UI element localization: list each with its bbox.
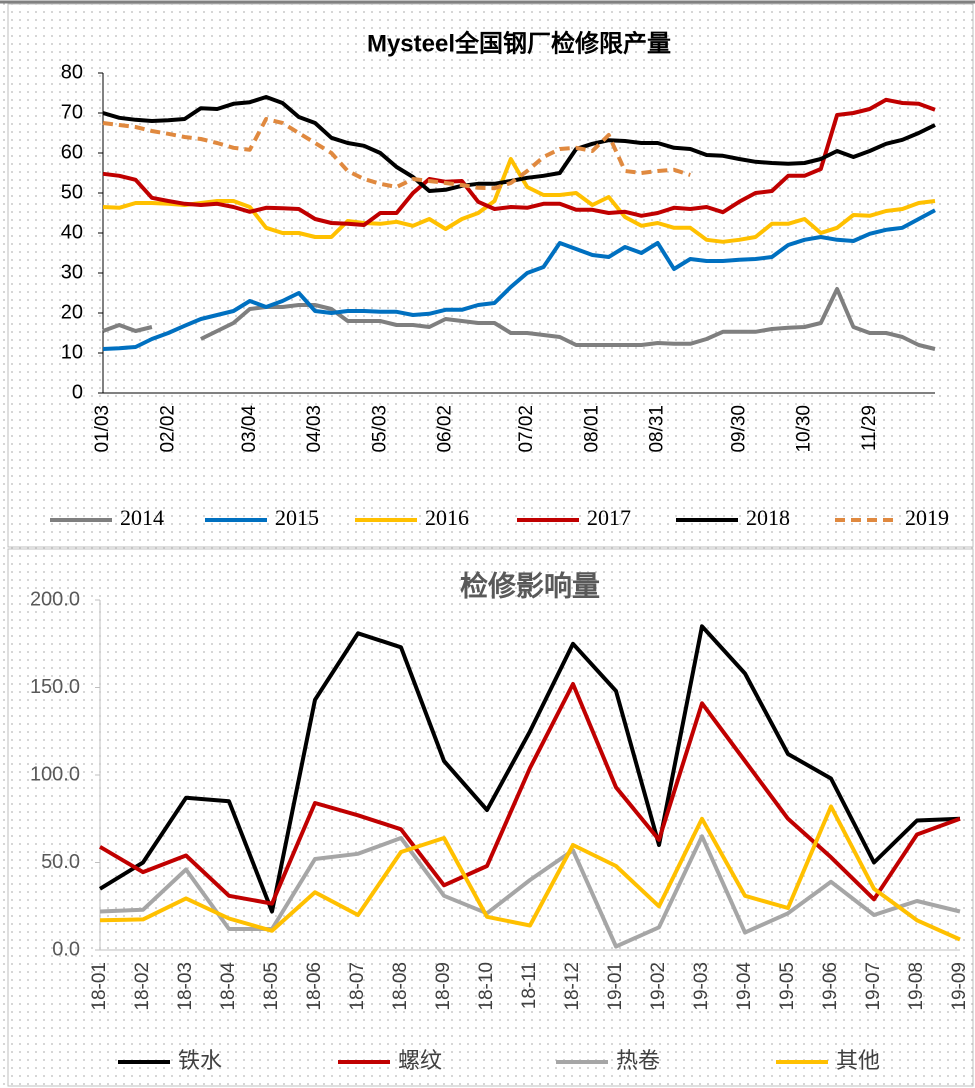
x-tick-label: 04/03 [304,405,325,453]
chart-frame [7,3,974,548]
x-tick-label: 19-04 [734,962,755,1011]
x-tick-label: 19-08 [906,962,927,1011]
y-tick-label: 30 [61,261,83,283]
x-tick-label: 18-04 [218,962,239,1011]
y-tick-label: 70 [61,101,83,123]
x-tick-label: 18-07 [347,962,368,1011]
y-tick-label: 200.0 [30,588,80,610]
y-tick-label: 0 [72,381,83,403]
legend-label: 2018 [746,505,790,530]
x-tick-label: 10/30 [794,405,815,453]
x-tick-label: 11/29 [859,405,880,451]
y-tick-label: 150.0 [30,676,80,698]
y-tick-label: 0.0 [52,938,80,960]
x-tick-label: 09/30 [728,405,749,453]
x-tick-label: 01/03 [92,405,113,453]
x-tick-label: 02/02 [157,405,178,453]
x-tick-label: 03/04 [239,405,260,453]
x-tick-label: 19-06 [820,962,841,1011]
legend-label: 铁水 [178,1048,222,1073]
y-tick-label: 50.0 [41,851,80,873]
x-tick-label: 08/31 [647,405,668,453]
series-line [102,287,936,351]
legend-label: 2017 [587,505,631,530]
series-line [102,157,936,244]
series-line [102,208,936,351]
legend-label: 热卷 [616,1048,660,1073]
x-tick-label: 18-10 [476,962,497,1011]
x-tick-label: 19-07 [863,962,884,1011]
series-line [98,624,961,914]
x-tick-label: 18-08 [390,962,411,1011]
chart-title: 检修影响量 [460,569,600,601]
x-tick-label: 18-03 [175,962,196,1011]
legend-label: 螺纹 [398,1048,442,1073]
x-tick-label: 19-09 [949,962,970,1011]
legend-label: 2016 [425,505,469,530]
x-tick-label: 18-09 [433,962,454,1011]
chart-frame [7,548,974,1087]
x-tick-label: 18-01 [89,962,110,1011]
y-tick-label: 40 [61,221,83,243]
y-tick-label: 60 [61,141,83,163]
series-line [102,95,936,193]
y-tick-label: 80 [61,61,83,83]
x-tick-label: 06/02 [435,405,456,453]
legend-label: 2014 [120,505,164,530]
series-line [98,682,961,906]
x-tick-label: 18-11 [519,962,540,1009]
series-line [102,117,691,191]
legend-label: 2019 [905,505,949,530]
legend-label: 2015 [275,505,319,530]
x-tick-label: 18-05 [261,962,282,1011]
x-tick-label: 18-06 [304,962,325,1011]
y-tick-label: 100.0 [30,763,80,785]
legend-label: 其他 [836,1048,880,1073]
x-tick-label: 18-02 [132,962,153,1011]
y-tick-label: 50 [61,181,83,203]
series-line [99,804,961,942]
chart-title: Mysteel全国钢厂检修限产量 [367,29,671,57]
series-line [102,97,936,227]
x-tick-label: 18-12 [562,962,583,1011]
x-tick-label: 05/03 [369,405,390,453]
series-line [99,834,961,949]
y-tick-label: 10 [61,341,83,363]
y-tick-label: 20 [61,301,83,323]
x-tick-label: 19-02 [648,962,669,1011]
x-tick-label: 19-03 [691,962,712,1011]
x-tick-label: 19-01 [605,962,626,1011]
x-tick-label: 08/01 [581,405,602,453]
x-tick-label: 19-05 [777,962,798,1011]
x-tick-label: 07/02 [516,405,537,453]
